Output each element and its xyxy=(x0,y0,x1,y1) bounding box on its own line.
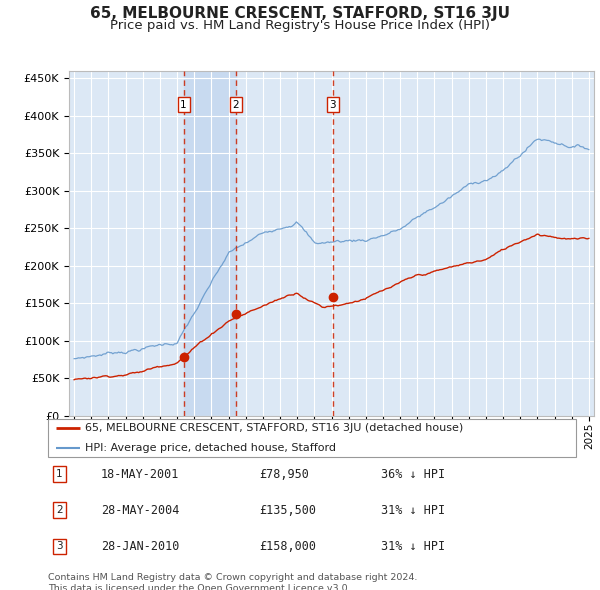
Text: 65, MELBOURNE CRESCENT, STAFFORD, ST16 3JU (detached house): 65, MELBOURNE CRESCENT, STAFFORD, ST16 3… xyxy=(85,424,463,434)
Text: 3: 3 xyxy=(56,542,63,552)
Text: Price paid vs. HM Land Registry's House Price Index (HPI): Price paid vs. HM Land Registry's House … xyxy=(110,19,490,32)
Text: 36% ↓ HPI: 36% ↓ HPI xyxy=(380,468,445,481)
Text: 28-JAN-2010: 28-JAN-2010 xyxy=(101,540,179,553)
Text: 2: 2 xyxy=(232,100,239,110)
Text: 2: 2 xyxy=(56,506,63,516)
Text: 1: 1 xyxy=(180,100,187,110)
Bar xyxy=(184,71,236,416)
Text: 3: 3 xyxy=(329,100,336,110)
Text: 18-MAY-2001: 18-MAY-2001 xyxy=(101,468,179,481)
Text: 65, MELBOURNE CRESCENT, STAFFORD, ST16 3JU: 65, MELBOURNE CRESCENT, STAFFORD, ST16 3… xyxy=(90,6,510,21)
Text: 31% ↓ HPI: 31% ↓ HPI xyxy=(380,540,445,553)
Text: HPI: Average price, detached house, Stafford: HPI: Average price, detached house, Staf… xyxy=(85,442,336,453)
Text: 28-MAY-2004: 28-MAY-2004 xyxy=(101,504,179,517)
Text: £135,500: £135,500 xyxy=(259,504,316,517)
Text: 31% ↓ HPI: 31% ↓ HPI xyxy=(380,504,445,517)
Text: Contains HM Land Registry data © Crown copyright and database right 2024.
This d: Contains HM Land Registry data © Crown c… xyxy=(48,573,418,590)
Text: £158,000: £158,000 xyxy=(259,540,316,553)
Text: £78,950: £78,950 xyxy=(259,468,309,481)
FancyBboxPatch shape xyxy=(48,419,576,457)
Text: 1: 1 xyxy=(56,470,63,480)
